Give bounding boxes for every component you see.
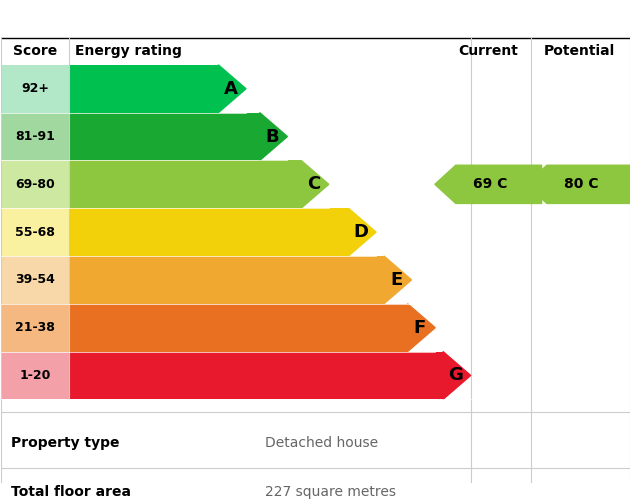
Polygon shape (301, 160, 329, 208)
Text: 81-91: 81-91 (15, 130, 55, 143)
Bar (69, 304, 408, 352)
Text: 55-68: 55-68 (15, 226, 55, 238)
Bar (69, 160, 301, 208)
Text: 39-54: 39-54 (15, 274, 55, 286)
Text: Current: Current (458, 44, 518, 58)
Bar (1, 160, 69, 208)
Text: G: G (448, 366, 463, 384)
Text: Detached house: Detached house (265, 436, 379, 450)
Polygon shape (408, 304, 435, 352)
Text: A: A (224, 80, 238, 98)
Text: 227 square metres: 227 square metres (265, 485, 396, 499)
Polygon shape (435, 165, 541, 203)
Text: 80 C: 80 C (564, 178, 599, 192)
Text: 1-20: 1-20 (20, 369, 50, 382)
Polygon shape (443, 352, 471, 400)
Polygon shape (384, 256, 411, 304)
Text: E: E (390, 271, 403, 289)
Text: B: B (266, 128, 279, 146)
Polygon shape (260, 112, 287, 160)
Bar (69, 208, 348, 256)
Bar (1, 65, 69, 112)
Text: 92+: 92+ (21, 82, 49, 96)
Bar (69, 112, 260, 160)
Text: Total floor area: Total floor area (11, 485, 131, 499)
Text: Energy rating: Energy rating (75, 44, 182, 58)
Text: C: C (307, 176, 320, 194)
Bar (69, 352, 443, 400)
Text: 69 C: 69 C (473, 178, 507, 192)
Bar (1, 304, 69, 352)
Text: Property type: Property type (11, 436, 119, 450)
Text: Score: Score (13, 44, 57, 58)
Bar (69, 65, 218, 112)
Polygon shape (348, 208, 376, 256)
Bar (1, 112, 69, 160)
Bar (1, 208, 69, 256)
Text: D: D (353, 223, 369, 241)
Text: F: F (414, 318, 426, 336)
Polygon shape (526, 165, 631, 203)
Bar (1, 256, 69, 304)
Polygon shape (218, 65, 246, 112)
Text: 69-80: 69-80 (15, 178, 55, 191)
Text: 21-38: 21-38 (15, 321, 55, 334)
Text: Potential: Potential (544, 44, 615, 58)
Bar (69, 256, 384, 304)
Bar (1, 352, 69, 400)
